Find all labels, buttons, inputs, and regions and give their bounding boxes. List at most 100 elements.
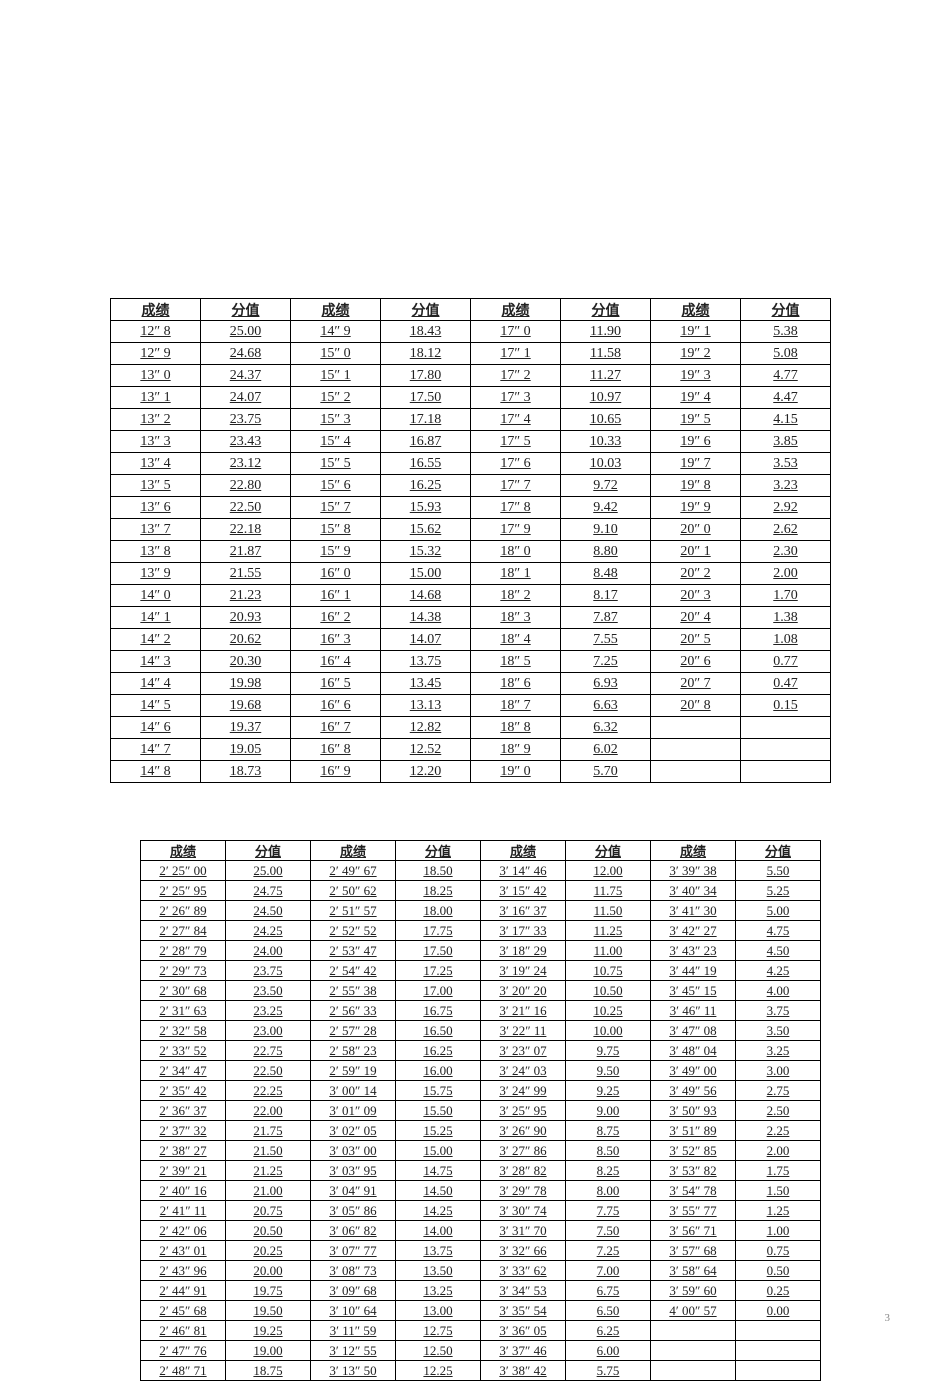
cell: 21.55 <box>201 563 291 585</box>
table-row: 13″ 223.7515″ 317.1817″ 410.6519″ 54.15 <box>111 409 831 431</box>
cell: 23.75 <box>226 961 311 981</box>
cell: 3′ 49″ 00 <box>651 1061 736 1081</box>
cell: 14″ 2 <box>111 629 201 651</box>
cell: 19″ 5 <box>651 409 741 431</box>
cell <box>651 761 741 783</box>
cell: 20.25 <box>226 1241 311 1261</box>
cell: 18″ 4 <box>471 629 561 651</box>
score-table-1: 成绩分值成绩分值成绩分值成绩分值 12″ 825.0014″ 918.4317″… <box>110 298 831 783</box>
cell: 3′ 11″ 59 <box>311 1321 396 1341</box>
cell: 8.25 <box>566 1161 651 1181</box>
cell: 2′ 28″ 79 <box>141 941 226 961</box>
cell: 13″ 8 <box>111 541 201 563</box>
cell <box>741 717 831 739</box>
table-row: 2′ 38″ 2721.503′ 03″ 0015.003′ 27″ 868.5… <box>141 1141 821 1161</box>
cell: 20″ 2 <box>651 563 741 585</box>
cell: 3′ 48″ 04 <box>651 1041 736 1061</box>
cell: 6.50 <box>566 1301 651 1321</box>
cell: 20″ 3 <box>651 585 741 607</box>
cell <box>741 739 831 761</box>
cell: 19.75 <box>226 1281 311 1301</box>
cell: 14.25 <box>396 1201 481 1221</box>
cell: 3′ 25″ 95 <box>481 1101 566 1121</box>
cell: 3.53 <box>741 453 831 475</box>
table-row: 13″ 921.5516″ 015.0018″ 18.4820″ 22.00 <box>111 563 831 585</box>
cell: 2.62 <box>741 519 831 541</box>
cell: 12.25 <box>396 1361 481 1381</box>
cell: 3′ 05″ 86 <box>311 1201 396 1221</box>
cell: 0.25 <box>736 1281 821 1301</box>
cell: 3′ 53″ 82 <box>651 1161 736 1181</box>
cell: 2′ 38″ 27 <box>141 1141 226 1161</box>
cell: 19″ 7 <box>651 453 741 475</box>
cell: 6.25 <box>566 1321 651 1341</box>
cell: 20″ 4 <box>651 607 741 629</box>
cell: 4.75 <box>736 921 821 941</box>
table-row: 14″ 220.6216″ 314.0718″ 47.5520″ 51.08 <box>111 629 831 651</box>
cell: 23.75 <box>201 409 291 431</box>
cell: 18″ 3 <box>471 607 561 629</box>
cell <box>741 761 831 783</box>
cell: 0.50 <box>736 1261 821 1281</box>
cell: 20″ 7 <box>651 673 741 695</box>
cell: 16″ 4 <box>291 651 381 673</box>
page-number: 3 <box>885 1312 891 1324</box>
col-header: 成绩 <box>291 299 381 321</box>
cell: 6.02 <box>561 739 651 761</box>
cell: 10.03 <box>561 453 651 475</box>
cell: 7.00 <box>566 1261 651 1281</box>
cell: 13″ 1 <box>111 387 201 409</box>
cell: 2′ 49″ 67 <box>311 861 396 881</box>
cell: 19.05 <box>201 739 291 761</box>
cell <box>736 1361 821 1381</box>
cell: 14″ 9 <box>291 321 381 343</box>
cell: 3′ 16″ 37 <box>481 901 566 921</box>
cell: 3′ 43″ 23 <box>651 941 736 961</box>
cell: 13.75 <box>381 651 471 673</box>
cell: 18.12 <box>381 343 471 365</box>
cell: 4′ 00″ 57 <box>651 1301 736 1321</box>
cell: 3′ 57″ 68 <box>651 1241 736 1261</box>
cell: 2′ 26″ 89 <box>141 901 226 921</box>
cell: 5.50 <box>736 861 821 881</box>
cell: 3′ 29″ 78 <box>481 1181 566 1201</box>
cell: 3′ 54″ 78 <box>651 1181 736 1201</box>
cell: 17″ 7 <box>471 475 561 497</box>
cell: 20.00 <box>226 1261 311 1281</box>
cell: 22.75 <box>226 1041 311 1061</box>
cell: 3′ 18″ 29 <box>481 941 566 961</box>
cell: 14″ 8 <box>111 761 201 783</box>
cell: 18″ 5 <box>471 651 561 673</box>
cell: 19.37 <box>201 717 291 739</box>
cell: 3′ 27″ 86 <box>481 1141 566 1161</box>
cell: 2′ 55″ 38 <box>311 981 396 1001</box>
cell: 11.58 <box>561 343 651 365</box>
col-header: 成绩 <box>651 299 741 321</box>
cell: 2′ 43″ 96 <box>141 1261 226 1281</box>
cell: 8.50 <box>566 1141 651 1161</box>
cell: 9.00 <box>566 1101 651 1121</box>
cell: 25.00 <box>201 321 291 343</box>
cell: 11.75 <box>566 881 651 901</box>
cell: 15″ 9 <box>291 541 381 563</box>
cell: 7.25 <box>561 651 651 673</box>
cell: 3′ 58″ 64 <box>651 1261 736 1281</box>
cell: 2′ 45″ 68 <box>141 1301 226 1321</box>
cell: 2′ 25″ 00 <box>141 861 226 881</box>
cell: 19″ 9 <box>651 497 741 519</box>
cell: 16.55 <box>381 453 471 475</box>
cell: 16″ 5 <box>291 673 381 695</box>
cell: 16″ 8 <box>291 739 381 761</box>
table-row: 14″ 719.0516″ 812.5218″ 96.02 <box>111 739 831 761</box>
cell: 3′ 49″ 56 <box>651 1081 736 1101</box>
cell: 3′ 03″ 95 <box>311 1161 396 1181</box>
cell: 24.37 <box>201 365 291 387</box>
cell: 15.62 <box>381 519 471 541</box>
cell: 14.50 <box>396 1181 481 1201</box>
cell: 13.00 <box>396 1301 481 1321</box>
cell: 15″ 3 <box>291 409 381 431</box>
table-row: 2′ 27″ 8424.252′ 52″ 5217.753′ 17″ 3311.… <box>141 921 821 941</box>
cell: 4.15 <box>741 409 831 431</box>
cell: 3.75 <box>736 1001 821 1021</box>
cell: 24.07 <box>201 387 291 409</box>
